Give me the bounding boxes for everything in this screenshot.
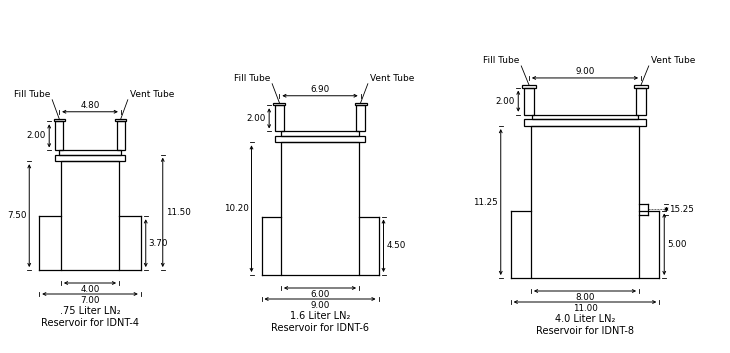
Text: Vent Tube: Vent Tube [650, 56, 695, 65]
Text: 9.00: 9.00 [310, 301, 330, 310]
Text: 4.0 Liter LN₂: 4.0 Liter LN₂ [555, 314, 615, 324]
Bar [524, 119, 646, 126]
Text: 10.20: 10.20 [223, 204, 248, 213]
Text: 2.00: 2.00 [27, 131, 46, 140]
Bar [275, 136, 365, 142]
Text: 7.00: 7.00 [80, 296, 100, 305]
Bar [531, 126, 639, 278]
Text: Reservoir for IDNT-8: Reservoir for IDNT-8 [536, 326, 634, 336]
Bar [53, 119, 65, 121]
Bar [634, 85, 648, 88]
Text: .75 Liter LN₂: .75 Liter LN₂ [60, 306, 120, 316]
Text: 11.00: 11.00 [572, 304, 597, 313]
Bar [59, 150, 120, 155]
Text: Vent Tube: Vent Tube [130, 90, 174, 99]
Text: Fill Tube: Fill Tube [14, 90, 50, 99]
Bar [531, 115, 639, 119]
Bar [115, 119, 126, 121]
Bar [637, 88, 646, 115]
Text: 9.00: 9.00 [575, 67, 595, 76]
Bar [523, 85, 536, 88]
Text: 3.70: 3.70 [149, 239, 168, 248]
Bar [281, 142, 359, 275]
Text: 4.00: 4.00 [80, 285, 100, 294]
Text: Reservoir for IDNT-4: Reservoir for IDNT-4 [41, 318, 139, 328]
Text: 1.6 Liter LN₂: 1.6 Liter LN₂ [290, 311, 350, 321]
Bar [274, 103, 285, 105]
Text: 8.00: 8.00 [575, 293, 595, 302]
Bar [275, 105, 283, 131]
Text: 7.50: 7.50 [7, 211, 26, 220]
Text: Fill Tube: Fill Tube [234, 74, 270, 83]
Text: 11.50: 11.50 [166, 208, 191, 217]
Text: 4.50: 4.50 [386, 241, 406, 250]
Bar [55, 155, 125, 161]
Text: 15.25: 15.25 [669, 205, 694, 214]
Bar [355, 103, 366, 105]
Bar [356, 105, 365, 131]
Text: 5.00: 5.00 [667, 240, 687, 249]
Bar [117, 121, 125, 150]
Text: 2.00: 2.00 [247, 114, 266, 123]
Text: Fill Tube: Fill Tube [483, 56, 519, 65]
Text: Reservoir for IDNT-6: Reservoir for IDNT-6 [271, 323, 369, 333]
Text: 11.25: 11.25 [473, 198, 498, 207]
Text: 6.90: 6.90 [310, 85, 330, 94]
Bar [61, 161, 119, 270]
Text: 2.00: 2.00 [496, 97, 515, 106]
Text: 4.80: 4.80 [80, 101, 100, 110]
Text: 6.00: 6.00 [310, 290, 330, 299]
Text: Vent Tube: Vent Tube [370, 74, 414, 83]
Bar [55, 121, 64, 150]
Bar [524, 88, 534, 115]
Bar [280, 131, 359, 136]
